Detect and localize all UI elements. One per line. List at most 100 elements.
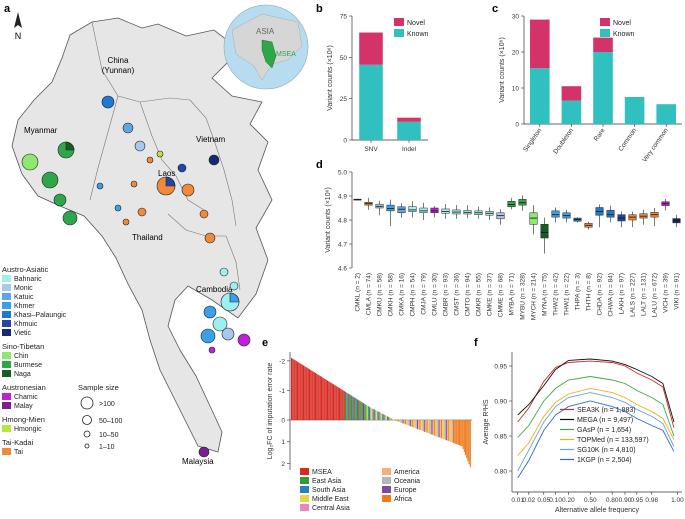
bar bbox=[318, 375, 320, 420]
legend-label: Europe bbox=[394, 487, 417, 494]
bar-segment bbox=[359, 32, 383, 65]
x-tick-label: THTH (n = 8) bbox=[586, 273, 593, 311]
x-axis-label: Alternative allele frequency bbox=[555, 507, 640, 514]
series-line bbox=[517, 376, 675, 438]
panel-label-c: c bbox=[492, 3, 498, 15]
legend-swatch bbox=[382, 468, 391, 475]
bar bbox=[438, 420, 440, 438]
sample-marker bbox=[221, 327, 235, 341]
bar bbox=[327, 380, 329, 420]
y-tick-label: 0 bbox=[343, 138, 347, 145]
bar bbox=[310, 369, 312, 420]
legend-family-label: Sino-Tibetan bbox=[2, 342, 44, 351]
x-tick-label: LAKH (n = 97) bbox=[619, 273, 626, 314]
bar bbox=[457, 420, 459, 445]
bar bbox=[445, 420, 447, 441]
compass-arrow-icon bbox=[14, 12, 22, 28]
x-tick-label: CMKE (n = 37) bbox=[487, 273, 494, 316]
bar bbox=[401, 420, 403, 423]
legend-swatch bbox=[2, 393, 11, 400]
y-tick-label: 4.6 bbox=[338, 266, 347, 273]
legend-label: Africa bbox=[394, 496, 412, 503]
panel-label-e: e bbox=[262, 337, 268, 349]
bar bbox=[340, 388, 342, 420]
bar bbox=[363, 403, 365, 420]
bar bbox=[297, 361, 299, 420]
bar bbox=[417, 420, 419, 430]
legend-swatch bbox=[300, 468, 309, 475]
map-label-laos: Laos bbox=[158, 169, 175, 178]
y-tick-label: 20 bbox=[512, 50, 520, 57]
bar bbox=[455, 420, 457, 444]
x-tick-label: CMKH (n = 58) bbox=[388, 273, 395, 317]
bar bbox=[430, 420, 432, 435]
sample-marker bbox=[212, 316, 228, 332]
panel-f-chart: 0.800.850.900.950.010.02 0.05 0.10 0.20 0.50… bbox=[483, 352, 684, 514]
bar bbox=[439, 420, 441, 438]
y-tick-label: 0 bbox=[515, 122, 519, 129]
legend-family-label: Hmong-Mien bbox=[2, 415, 45, 424]
x-tick-label: 1.00 bbox=[671, 497, 684, 504]
bar bbox=[322, 377, 324, 420]
bar bbox=[390, 418, 392, 420]
bar bbox=[357, 399, 359, 420]
bar bbox=[346, 392, 348, 420]
sample-marker bbox=[41, 171, 59, 189]
bar bbox=[339, 388, 341, 420]
bar bbox=[325, 379, 327, 420]
bar bbox=[400, 420, 402, 423]
x-tick-label: THW1 (n = 22) bbox=[564, 273, 571, 316]
legend-swatch bbox=[2, 311, 11, 318]
sample-size-title: Sample size bbox=[78, 383, 119, 392]
x-tick-label: 0.80 bbox=[606, 497, 619, 504]
sample-size-label: >100 bbox=[99, 401, 115, 408]
bar bbox=[459, 420, 461, 446]
sample-size-label: 10–50 bbox=[99, 432, 119, 439]
bar bbox=[311, 370, 313, 420]
sample-marker bbox=[181, 183, 195, 197]
x-tick-label: CMBR (n = 93) bbox=[443, 273, 450, 317]
bar bbox=[399, 420, 401, 423]
bar bbox=[329, 382, 331, 420]
panel-label-d: d bbox=[316, 159, 323, 171]
bar bbox=[355, 398, 357, 420]
sample-marker bbox=[96, 182, 104, 190]
y-tick-label: 1 bbox=[281, 439, 285, 446]
bar bbox=[334, 385, 336, 420]
x-tick-label: CMJA (n = 79) bbox=[421, 273, 428, 315]
bar bbox=[469, 420, 471, 468]
legend-swatch bbox=[382, 477, 391, 484]
x-tick-label: CHDA (n = 92) bbox=[597, 273, 604, 315]
x-tick-label: MYBA (n = 71) bbox=[509, 273, 516, 315]
legend-label: Middle East bbox=[312, 496, 349, 503]
legend-label: MSEA bbox=[312, 469, 332, 476]
legend-item-label: Khmuic bbox=[14, 321, 38, 328]
x-tick-label: Rare bbox=[593, 127, 607, 143]
bar bbox=[414, 420, 416, 429]
x-tick-label: 0.98 bbox=[645, 497, 658, 504]
bar bbox=[429, 420, 431, 434]
y-tick-label: -2 bbox=[279, 358, 285, 365]
y-tick-label: 25 bbox=[340, 96, 348, 103]
bar bbox=[365, 404, 367, 420]
box-body bbox=[540, 224, 549, 239]
x-tick-label: Very common bbox=[641, 127, 670, 164]
y-tick-label: 0.85 bbox=[494, 434, 507, 441]
sample-size-circle bbox=[82, 415, 92, 425]
sample-marker bbox=[101, 95, 115, 109]
bar bbox=[299, 363, 301, 420]
x-tick-label: 0.20 bbox=[562, 497, 575, 504]
bar bbox=[313, 372, 315, 420]
bar bbox=[443, 420, 445, 440]
sample-marker-slice bbox=[65, 141, 75, 151]
bar bbox=[348, 394, 350, 420]
box-body bbox=[408, 206, 417, 212]
bar bbox=[335, 385, 337, 420]
bar bbox=[366, 405, 368, 420]
legend-swatch bbox=[382, 495, 391, 502]
bar bbox=[343, 391, 345, 420]
bar bbox=[298, 362, 300, 420]
y-axis-label: Average R²HS bbox=[483, 399, 490, 444]
y-axis-label: Log₂FC of imputation error rate bbox=[267, 363, 274, 460]
box-body bbox=[441, 208, 450, 214]
